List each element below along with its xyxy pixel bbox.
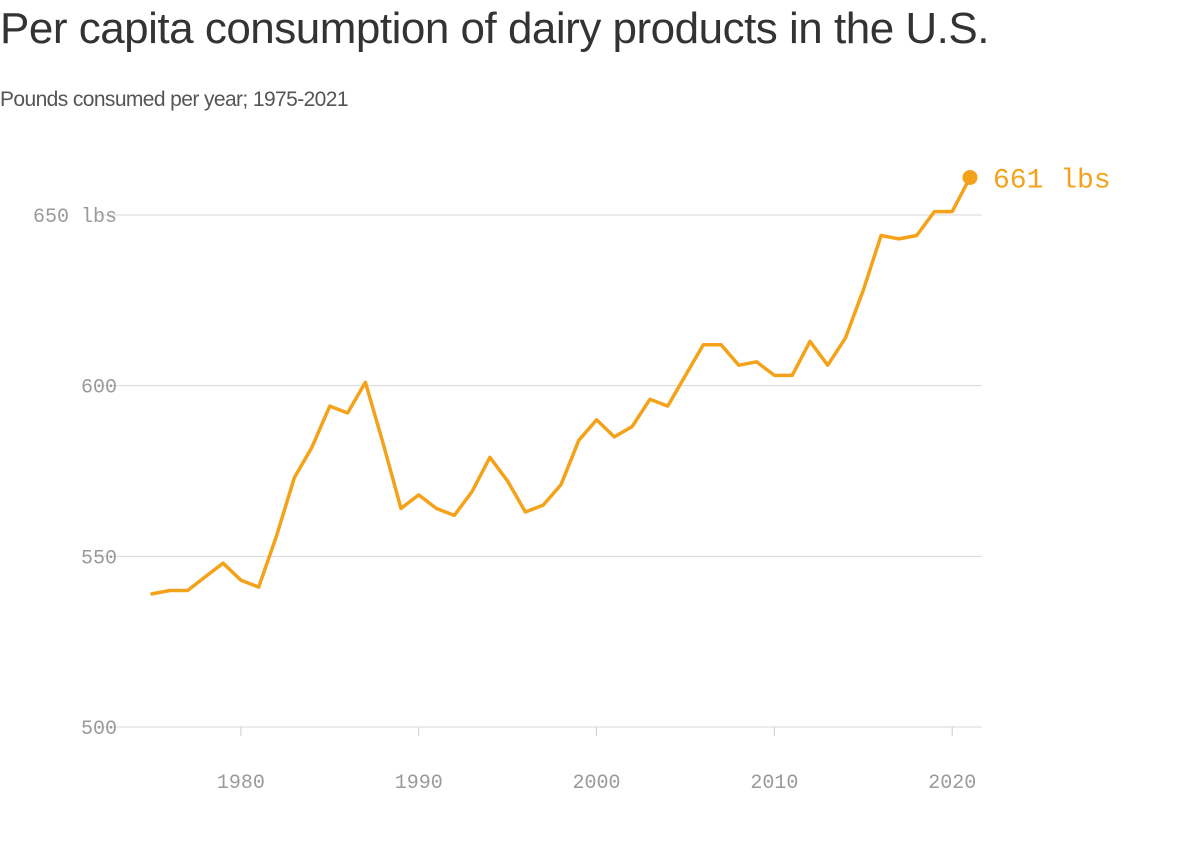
y-tick-label: 550 <box>81 547 117 570</box>
data-point <box>897 237 901 241</box>
data-point <box>328 404 332 408</box>
data-point <box>808 339 812 343</box>
data-point <box>559 483 563 487</box>
chart-title: Per capita consumption of dairy products… <box>0 4 989 53</box>
data-point <box>523 510 527 514</box>
data-point <box>168 588 172 592</box>
x-tick-label: 2000 <box>573 772 621 795</box>
x-tick-label: 2010 <box>750 772 798 795</box>
data-point <box>932 210 936 214</box>
y-tick-label: 650 lbs <box>33 206 117 229</box>
y-axis: 500 550 600 650 lbs <box>33 206 117 741</box>
data-point <box>257 585 261 589</box>
data-point <box>790 373 794 377</box>
x-axis: 1980 1990 2000 2010 2020 <box>217 727 976 795</box>
data-point <box>950 210 954 214</box>
data-point <box>826 363 830 367</box>
x-tick-label: 1980 <box>217 772 265 795</box>
data-point <box>292 476 296 480</box>
data-point <box>612 435 616 439</box>
data-point <box>701 343 705 347</box>
y-tick-label: 600 <box>81 377 117 400</box>
data-point <box>861 288 865 292</box>
data-point <box>506 479 510 483</box>
data-point <box>274 534 278 538</box>
series-line <box>150 175 972 596</box>
series <box>150 175 972 596</box>
data-point <box>541 503 545 507</box>
data-point <box>239 578 243 582</box>
data-point <box>879 233 883 237</box>
data-point <box>186 588 190 592</box>
end-point-marker <box>962 169 978 185</box>
data-point <box>666 404 670 408</box>
data-point <box>772 373 776 377</box>
data-point <box>648 397 652 401</box>
data-point <box>844 336 848 340</box>
data-point <box>577 438 581 442</box>
x-tick-label: 1990 <box>395 772 443 795</box>
data-point <box>755 360 759 364</box>
gridlines <box>97 214 982 728</box>
data-point <box>417 493 421 497</box>
end-value-label: 661 lbs <box>993 165 1111 196</box>
data-point <box>683 373 687 377</box>
data-point <box>452 513 456 517</box>
data-point <box>915 233 919 237</box>
data-point <box>737 363 741 367</box>
data-point <box>435 507 439 511</box>
data-point <box>363 380 367 384</box>
data-point <box>595 418 599 422</box>
chart-subtitle: Pounds consumed per year; 1975-2021 <box>0 88 349 111</box>
data-point <box>221 561 225 565</box>
data-point <box>470 489 474 493</box>
data-point <box>719 343 723 347</box>
data-point <box>399 507 403 511</box>
x-tick-label: 2020 <box>928 772 976 795</box>
data-point <box>150 592 154 596</box>
data-point <box>346 411 350 415</box>
annotations: 661 lbs <box>962 165 1111 196</box>
data-point <box>381 442 385 446</box>
data-point <box>488 455 492 459</box>
data-point <box>630 425 634 429</box>
data-point <box>310 445 314 449</box>
data-point <box>203 575 207 579</box>
y-tick-label: 500 <box>81 718 117 741</box>
